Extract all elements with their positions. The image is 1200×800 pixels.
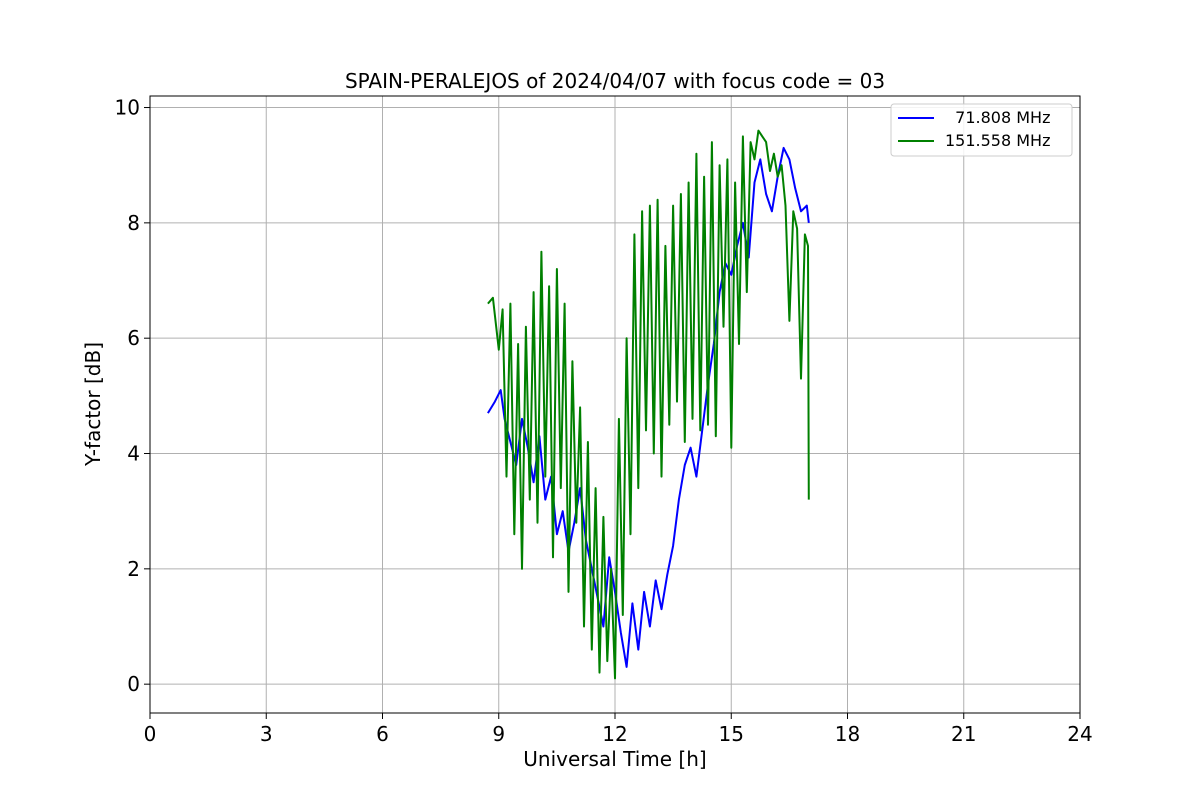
y-tick-label: 10 [115,96,140,120]
chart-title: SPAIN-PERALEJOS of 2024/04/07 with focus… [345,69,885,93]
legend-label-151mhz: 151.558 MHz [945,131,1050,150]
y-tick-label: 0 [127,672,140,696]
legend-label-71mhz: 71.808 MHz [945,108,1050,127]
y-tick-label: 6 [127,326,140,350]
y-tick-label: 4 [127,442,140,466]
y-tick-label: 2 [127,557,140,581]
x-axis-label: Universal Time [h] [523,747,706,771]
series-line-151mhz [487,129,810,680]
x-tick-label: 6 [376,722,389,746]
legend: 71.808 MHz 151.558 MHz [890,103,1073,157]
y-tick-label: 8 [127,211,140,235]
x-tick-label: 15 [719,722,744,746]
series-line-71mhz [487,146,810,668]
x-tick-label: 0 [144,722,157,746]
x-tick-label: 12 [602,722,627,746]
x-tick-label: 24 [1067,722,1092,746]
x-tick-label: 18 [835,722,860,746]
x-tick-label: 9 [492,722,505,746]
x-tick-label: 21 [951,722,976,746]
series-layer [487,129,810,680]
legend-box [890,103,1073,157]
y-axis-label: Y-factor [dB] [81,342,105,467]
x-tick-label: 3 [260,722,273,746]
